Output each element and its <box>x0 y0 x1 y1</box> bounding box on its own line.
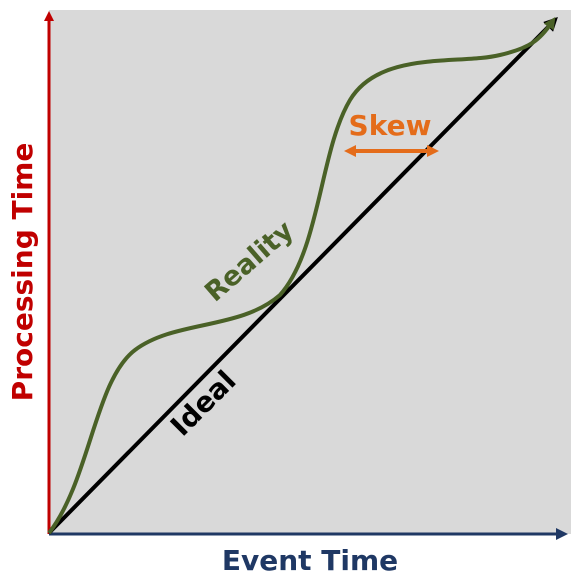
reality-curve <box>47 17 556 535</box>
x-axis-label: Event Time <box>222 544 398 577</box>
ideal-line <box>47 17 558 535</box>
y-axis-label: Processing Time <box>6 143 39 402</box>
skew-label: Skew <box>349 109 432 142</box>
